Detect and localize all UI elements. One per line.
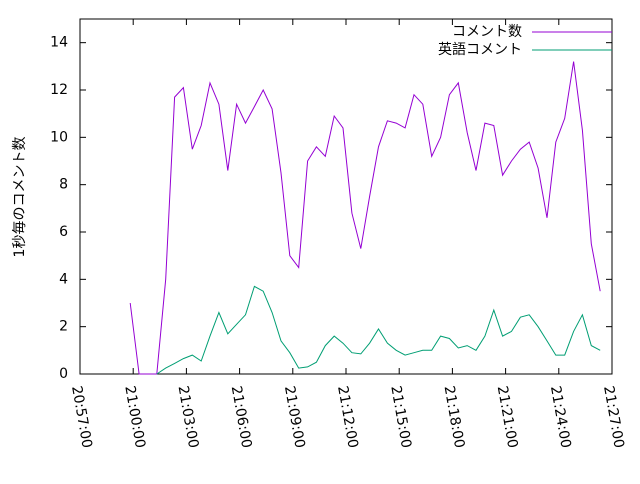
plot-border (79, 18, 613, 375)
series-line (129, 61, 601, 375)
legend-label: コメント数 (452, 24, 522, 40)
y-axis-label: 1秒毎のコメント数 (12, 137, 28, 258)
y-tick-label: 4 (59, 271, 68, 287)
series-line (156, 285, 601, 375)
y-tick-label: 12 (50, 82, 68, 98)
y-tick-label: 10 (50, 129, 68, 145)
y-tick-label: 6 (59, 224, 68, 240)
y-tick-label: 8 (59, 177, 68, 193)
y-tick-label: 14 (50, 35, 68, 51)
legend-label: 英語コメント (438, 41, 522, 58)
y-tick-label: 2 (59, 319, 68, 335)
y-tick-label: 0 (59, 366, 68, 382)
